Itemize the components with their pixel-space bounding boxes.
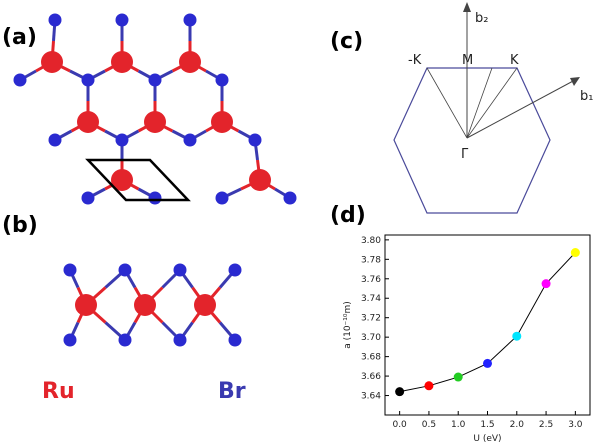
ru-atom xyxy=(134,294,156,316)
br-atom xyxy=(183,13,197,27)
data-point xyxy=(541,279,551,289)
ru-atom xyxy=(111,169,133,191)
br-atom xyxy=(115,13,129,27)
br-atom xyxy=(228,333,242,347)
y-tick-label: 3.68 xyxy=(361,353,381,363)
y-axis-label: a (10⁻¹⁰m) xyxy=(343,301,353,349)
data-point xyxy=(570,248,580,258)
br-atom xyxy=(118,333,132,347)
br-atom xyxy=(215,191,229,205)
br-atom xyxy=(48,13,62,27)
br-atom xyxy=(228,263,242,277)
side-view-structure xyxy=(63,263,242,347)
legend-ru: Ru xyxy=(42,379,75,404)
data-point xyxy=(512,331,522,341)
br-atom xyxy=(118,263,132,277)
x-tick-label: 0.0 xyxy=(392,420,407,430)
br-atom xyxy=(48,133,62,147)
bz-label: -K xyxy=(408,53,422,68)
br-atom xyxy=(81,191,95,205)
br-atom xyxy=(81,73,95,87)
br-atom xyxy=(63,263,77,277)
br-atom xyxy=(215,73,229,87)
ru-atom xyxy=(111,51,133,73)
br-atom xyxy=(148,73,162,87)
ru-atom xyxy=(179,51,201,73)
x-tick-label: 1.0 xyxy=(451,420,466,430)
bz-label: b₁ xyxy=(580,89,593,104)
bz-label: M xyxy=(462,53,473,68)
data-point xyxy=(395,387,405,397)
y-tick-label: 3.80 xyxy=(361,236,381,246)
br-atom xyxy=(173,333,187,347)
br-atom xyxy=(115,133,129,147)
data-point xyxy=(424,381,434,391)
x-tick-label: 1.5 xyxy=(480,420,494,430)
brillouin-zone xyxy=(393,2,580,214)
panel-label: (a) xyxy=(2,25,37,50)
y-tick-label: 3.64 xyxy=(361,392,381,402)
legend-br: Br xyxy=(218,379,246,404)
ru-atom xyxy=(144,111,166,133)
y-tick-label: 3.74 xyxy=(361,294,381,304)
x-axis-label: U (eV) xyxy=(473,434,501,444)
y-tick-label: 3.78 xyxy=(361,255,381,265)
x-tick-label: 2.5 xyxy=(539,420,553,430)
bz-label: b₂ xyxy=(475,11,488,26)
panel-label: (c) xyxy=(330,29,363,54)
bz-label: K xyxy=(510,53,519,68)
ru-atom xyxy=(41,51,63,73)
y-tick-label: 3.70 xyxy=(361,333,381,343)
data-line xyxy=(399,252,576,393)
ru-atom xyxy=(249,169,271,191)
y-tick-label: 3.76 xyxy=(361,275,381,285)
y-tick-label: 3.66 xyxy=(361,372,381,382)
x-tick-label: 3.0 xyxy=(568,420,583,430)
br-atom xyxy=(63,333,77,347)
data-point xyxy=(453,372,463,382)
x-tick-label: 2.0 xyxy=(510,420,525,430)
y-tick-label: 3.72 xyxy=(361,314,381,324)
br-atom xyxy=(183,133,197,147)
ru-atom xyxy=(211,111,233,133)
unit-cell xyxy=(85,158,191,202)
ru-atom xyxy=(77,111,99,133)
top-view-structure xyxy=(13,13,297,205)
br-atom xyxy=(13,73,27,87)
ru-atom xyxy=(75,294,97,316)
data-point xyxy=(483,358,492,368)
panel-label: (d) xyxy=(330,203,366,228)
ru-atom xyxy=(194,294,216,316)
x-tick-label: 0.5 xyxy=(422,420,436,430)
br-atom xyxy=(248,133,262,147)
br-atom xyxy=(173,263,187,277)
br-atom xyxy=(148,191,162,205)
panel-label: (b) xyxy=(2,213,38,238)
bz-label: Γ xyxy=(461,147,469,162)
br-atom xyxy=(283,191,297,205)
